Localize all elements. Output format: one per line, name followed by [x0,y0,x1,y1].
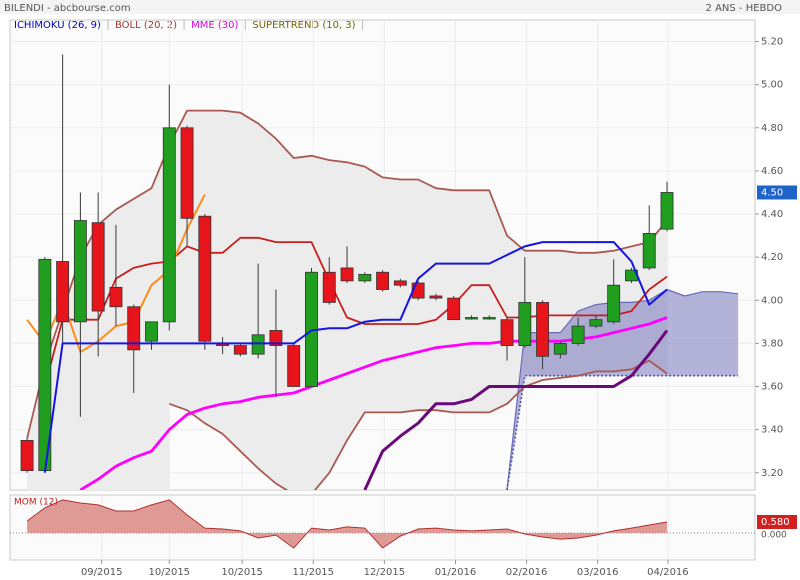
y-tick-label: 4.80 [761,123,783,134]
candle-body [358,274,372,282]
y-tick-label: 5.00 [761,80,783,91]
legend-entry: ICHIMOKU (26, 9) [14,20,101,31]
legend-entry: BOLL (20, 2) [115,20,177,31]
candle-body [56,261,70,323]
bollinger-middle [43,236,668,387]
candle-body [447,297,461,321]
candle-body [660,192,674,230]
candle-body [287,345,301,387]
page-title: BILENDI - abcbourse.com [4,3,131,14]
candle-body [162,127,176,323]
y-tick-label: 4.20 [761,252,783,263]
y-tick-label: 0.000 [761,531,787,541]
y-tick-label: 4.40 [761,209,783,220]
last-price-box [757,185,797,200]
y-tick-label: 3.80 [761,338,783,349]
mom-title: MOM (12) [14,498,58,508]
x-tick-label: 11/2015 [292,567,334,578]
x-tick-label: 10/2015 [221,567,263,578]
x-tick-label: 04/2016 [647,567,689,578]
y-tick-label: 5.20 [761,37,783,48]
candle-body [482,317,496,320]
candle-body [198,215,212,342]
supertrend-line [363,329,669,490]
y-tick-label: 3.60 [761,382,783,393]
y-tick-label: 4.00 [761,295,783,306]
mom-plot [10,499,755,549]
x-tick-label: 10/2015 [149,567,191,578]
candle-body [322,271,336,303]
candle-body [536,302,550,357]
candle-body [642,233,656,269]
x-tick-label: 12/2015 [364,567,406,578]
mom-area [27,499,668,548]
candle-body [500,319,514,346]
mom-line [26,499,668,549]
candle-body [589,319,603,327]
candle-body [251,334,265,355]
candle-body [553,342,567,355]
mme-line [79,316,668,490]
candle-body [269,330,283,346]
candle-body [607,284,621,323]
period: 2 ANS - HEBDO [706,3,783,14]
candle-body [109,286,123,308]
candle-body [518,302,532,346]
legend-entry: MME (30) [191,20,238,31]
candle-body [429,295,443,299]
tenkan-line [43,241,668,473]
x-tick-label: 03/2016 [577,567,619,578]
legend-entry: SUPERTREND (10, 3) [252,20,355,31]
candle-body [73,220,87,323]
candle-body [465,317,478,320]
x-tick-label: 02/2016 [506,567,548,578]
last-mom-label: 0.580 [761,517,790,528]
candle-body [91,222,105,312]
candle-body [571,325,585,344]
bollinger-lower [168,359,668,490]
x-tick-label: 09/2015 [81,567,123,578]
last-price-label: 4.50 [761,187,783,198]
legend: ICHIMOKU (26, 9) BOLL (20, 2) MME (30) SUPE… [14,20,364,31]
cloud-lower [506,374,739,490]
candle-body [20,440,34,471]
bollinger-upper [26,109,668,439]
axes: 3.20 3.40 3.60 3.80 4.00 4.20 4.40 4.60 4.80 5.00… [81,37,797,578]
candle-body [376,271,390,290]
price-plot [20,54,739,490]
candle-body [145,321,158,342]
last-mom-box [757,514,797,529]
candle-body [180,127,194,219]
candle-body [233,345,247,355]
candle-body [127,306,141,351]
y-tick-label: 3.40 [761,425,783,436]
candle-body [393,280,407,286]
x-tick-label: 01/2016 [435,567,477,578]
y-tick-label: 4.60 [761,166,783,177]
top-bar [0,0,800,14]
y-tick-label: 3.20 [761,468,783,479]
candle-body [340,267,354,282]
